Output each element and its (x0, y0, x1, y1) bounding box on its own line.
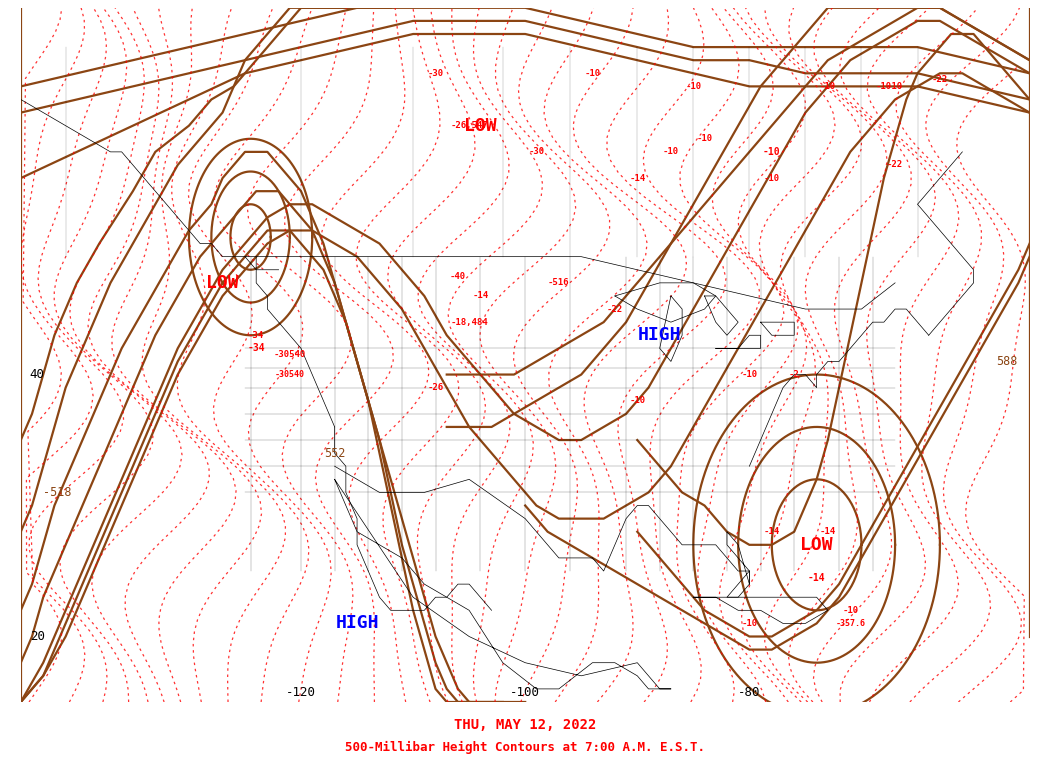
Text: -10: -10 (820, 82, 836, 91)
Text: -10: -10 (742, 370, 757, 379)
Text: LOW: LOW (464, 117, 497, 135)
Text: -80: -80 (738, 686, 760, 700)
Text: -22: -22 (887, 161, 903, 169)
Text: -518: -518 (44, 486, 72, 499)
Text: 500-Millibar Height Contours at 7:00 A.M. E.S.T.: 500-Millibar Height Contours at 7:00 A.M… (345, 741, 705, 754)
Text: 588: 588 (996, 355, 1017, 368)
Text: 40: 40 (30, 368, 45, 381)
Text: -30: -30 (528, 147, 545, 156)
Text: 552: 552 (324, 447, 345, 459)
Text: -10: -10 (584, 69, 600, 78)
Text: THU, MAY 12, 2022: THU, MAY 12, 2022 (454, 718, 596, 732)
Text: -14: -14 (820, 527, 836, 536)
Text: -14: -14 (629, 174, 646, 183)
Text: -26: -26 (427, 383, 444, 392)
Text: -10: -10 (842, 606, 858, 615)
Text: HIGH: HIGH (638, 326, 681, 344)
Text: -40: -40 (450, 271, 466, 281)
Text: -14: -14 (808, 573, 826, 583)
Text: -10: -10 (876, 82, 892, 91)
Text: LOW: LOW (206, 274, 239, 292)
Text: -34: -34 (248, 343, 265, 353)
Text: -516: -516 (548, 278, 570, 287)
Text: 20: 20 (30, 630, 45, 643)
Text: -18,484: -18,484 (450, 317, 488, 327)
Text: -30540: -30540 (275, 370, 305, 379)
Text: -10: -10 (685, 82, 701, 91)
Text: -10: -10 (763, 147, 781, 157)
Text: -10: -10 (763, 174, 780, 183)
Text: -100: -100 (511, 686, 540, 700)
Text: HIGH: HIGH (335, 615, 379, 633)
Text: -10: -10 (662, 147, 679, 156)
Text: -14: -14 (763, 527, 780, 536)
Text: -30: -30 (427, 69, 444, 78)
Text: -10: -10 (887, 82, 903, 91)
Text: -26,547: -26,547 (450, 121, 488, 130)
Text: -22: -22 (606, 304, 623, 314)
Text: -14: -14 (472, 292, 489, 300)
Text: -30540: -30540 (274, 350, 306, 360)
Text: -2: -2 (788, 370, 800, 379)
Text: -10: -10 (742, 619, 757, 628)
Text: -10: -10 (629, 396, 646, 406)
Text: -120: -120 (286, 686, 316, 700)
Text: -34: -34 (249, 331, 264, 340)
Text: -22: -22 (932, 76, 948, 84)
Text: LOW: LOW (801, 536, 833, 554)
Text: -357.6: -357.6 (835, 619, 865, 628)
Text: -10: -10 (697, 134, 712, 144)
